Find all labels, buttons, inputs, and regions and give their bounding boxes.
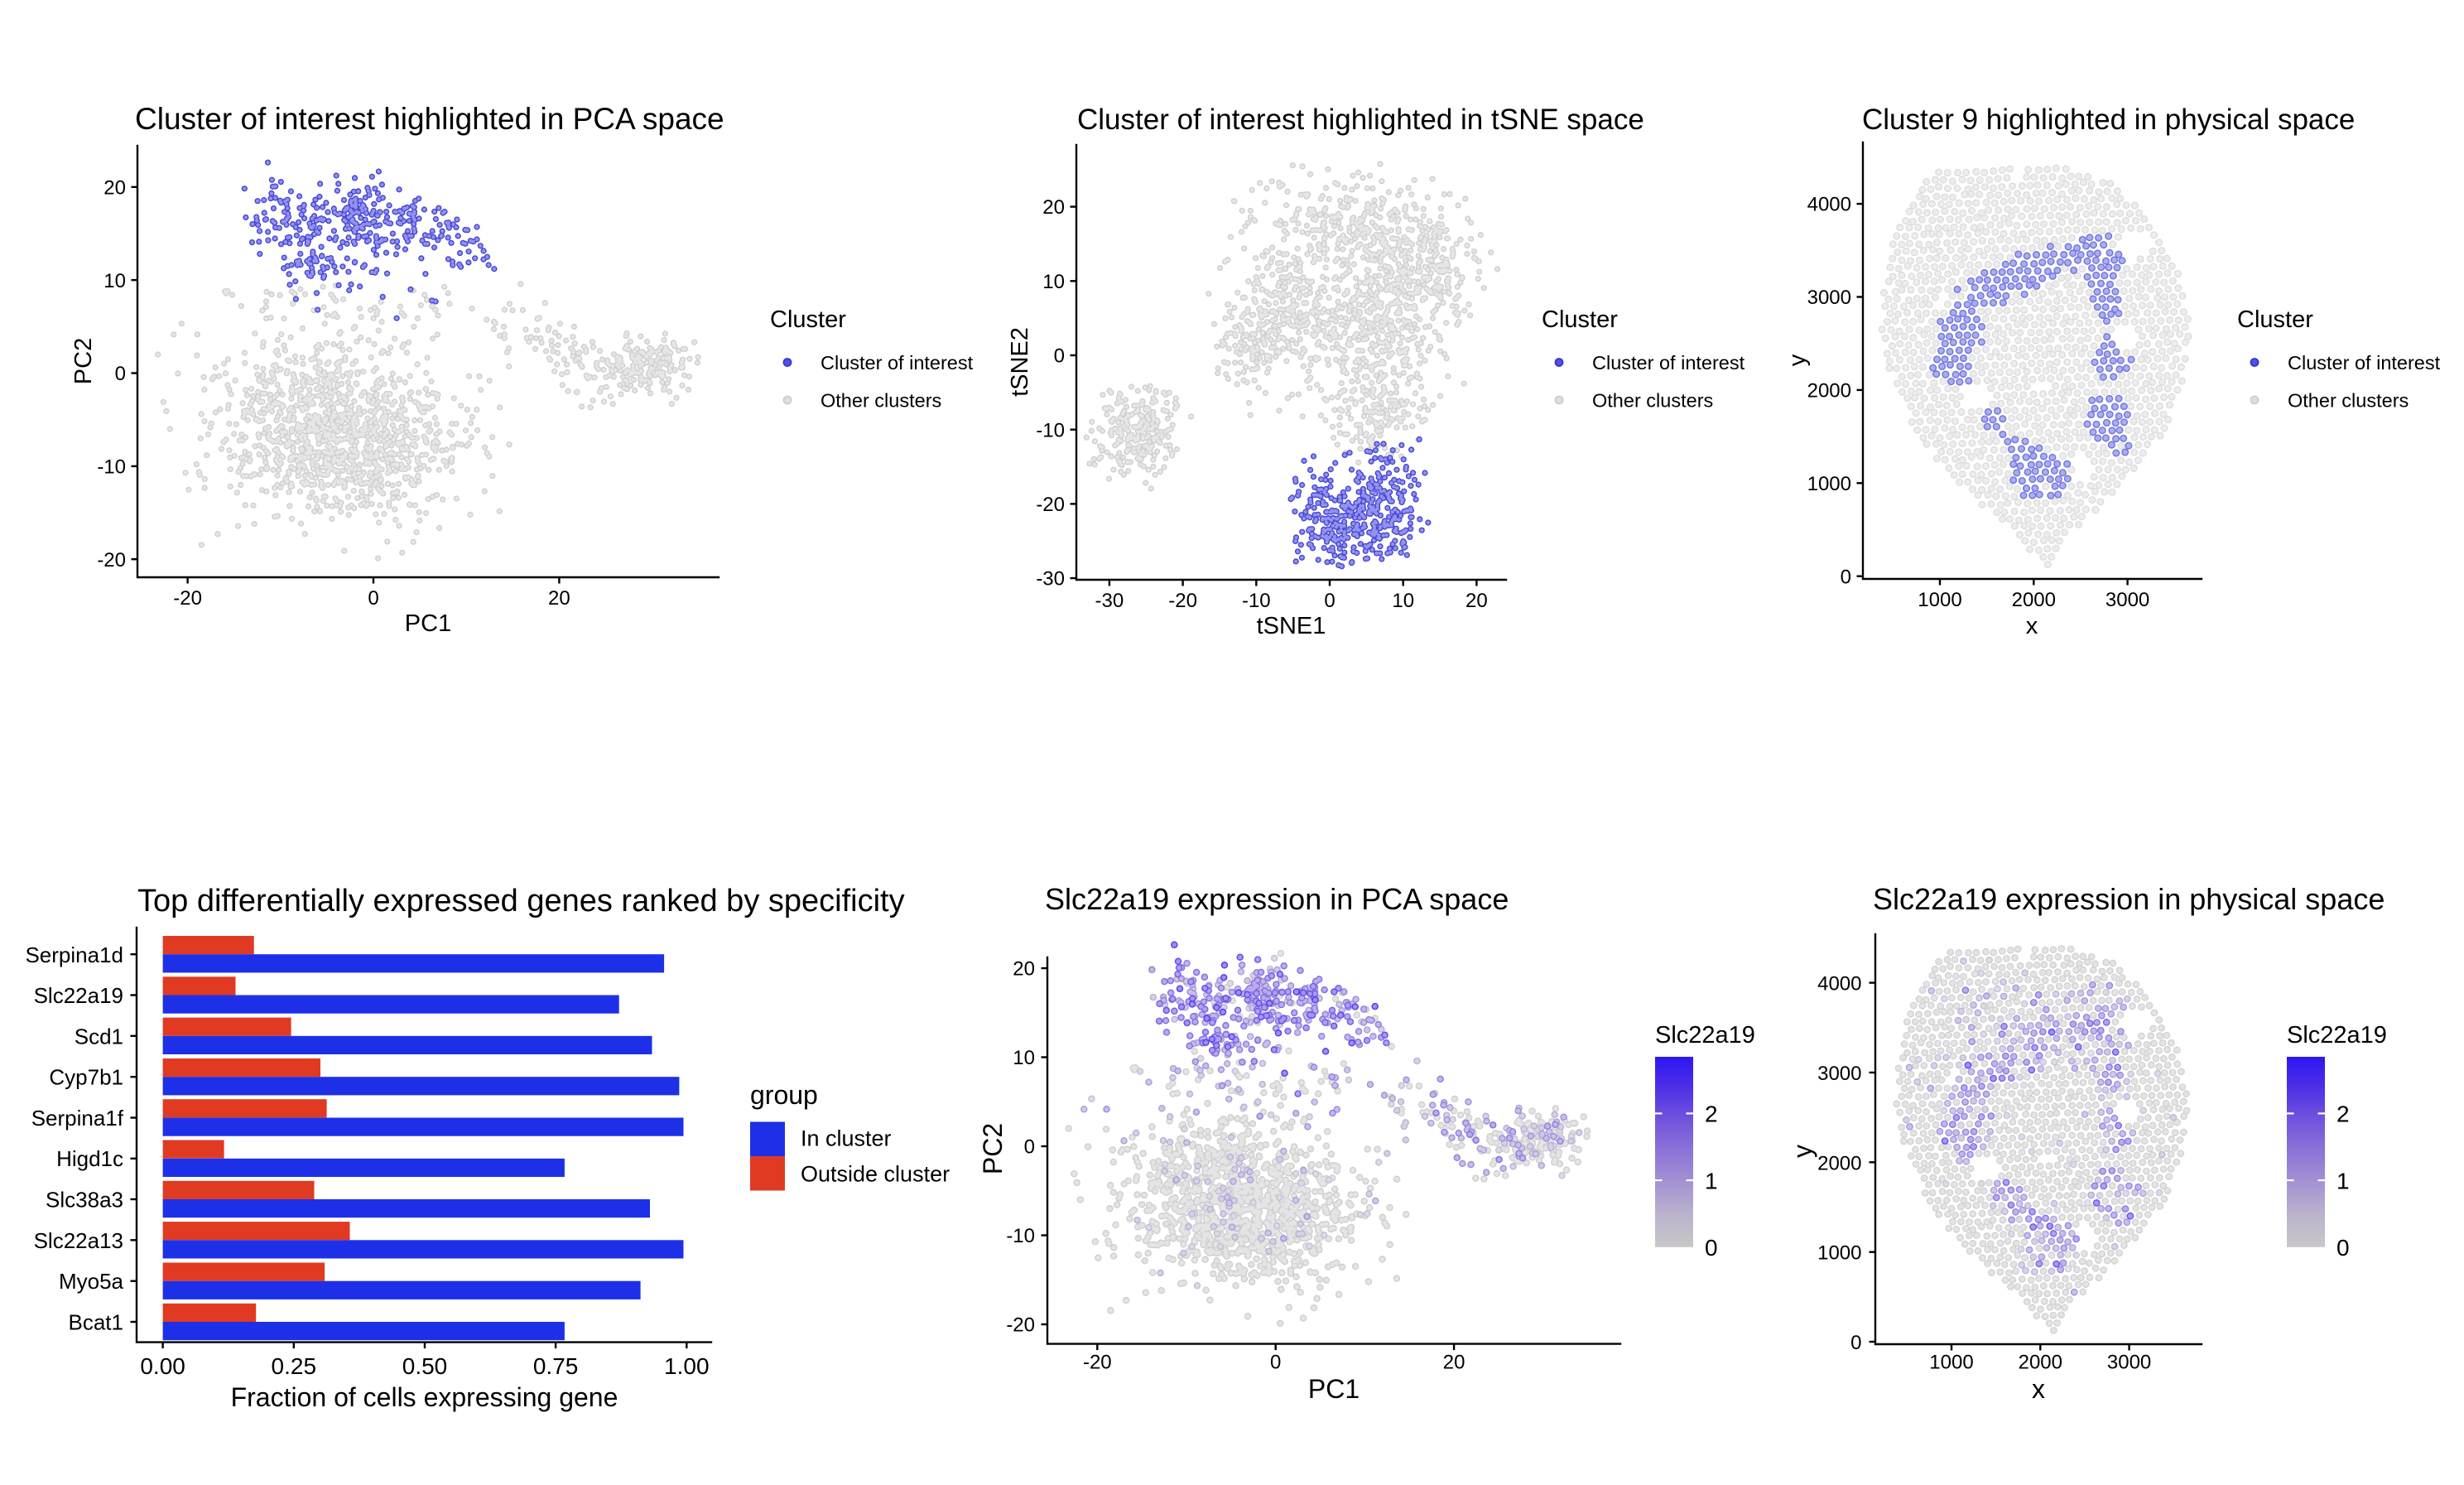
- svg-text:Myo5a: Myo5a: [59, 1269, 124, 1294]
- svg-text:3000: 3000: [1807, 287, 1851, 309]
- svg-text:tSNE1: tSNE1: [1257, 613, 1326, 639]
- svg-text:20: 20: [1013, 958, 1035, 981]
- svg-text:0: 0: [1705, 1235, 1718, 1261]
- svg-text:Top differentially expressed g: Top differentially expressed genes ranke…: [137, 884, 905, 918]
- svg-text:2000: 2000: [2019, 1351, 2062, 1373]
- svg-text:0.75: 0.75: [533, 1353, 579, 1379]
- svg-text:Cluster of interest: Cluster of interest: [821, 352, 974, 374]
- svg-text:Slc38a3: Slc38a3: [46, 1188, 123, 1213]
- svg-text:1000: 1000: [1918, 589, 1961, 611]
- svg-text:0: 0: [1841, 566, 1851, 588]
- svg-text:group: group: [750, 1080, 818, 1110]
- svg-text:-20: -20: [97, 549, 126, 571]
- svg-text:0: 0: [368, 587, 378, 610]
- svg-text:0: 0: [1850, 1332, 1861, 1354]
- svg-text:Other clusters: Other clusters: [1592, 390, 1713, 412]
- svg-text:Cluster of interest: Cluster of interest: [2288, 352, 2441, 374]
- svg-text:PC2: PC2: [978, 1123, 1008, 1174]
- svg-text:Fraction of cells expressing g: Fraction of cells expressing gene: [231, 1382, 618, 1412]
- svg-text:4000: 4000: [1817, 973, 1861, 996]
- svg-text:1: 1: [2336, 1168, 2350, 1193]
- svg-text:y: y: [1784, 354, 1811, 366]
- svg-text:1000: 1000: [1929, 1351, 1973, 1373]
- svg-text:Slc22a19: Slc22a19: [1655, 1022, 1755, 1049]
- svg-text:Scd1: Scd1: [75, 1024, 123, 1049]
- svg-text:-20: -20: [1083, 1351, 1112, 1373]
- svg-text:Outside cluster: Outside cluster: [801, 1162, 950, 1187]
- svg-text:-10: -10: [1006, 1225, 1035, 1247]
- svg-text:2: 2: [2336, 1102, 2350, 1127]
- svg-text:-20: -20: [173, 587, 202, 610]
- svg-text:Cluster of interest highlighte: Cluster of interest highlighted in tSNE …: [1077, 104, 1644, 136]
- svg-text:Bcat1: Bcat1: [69, 1310, 124, 1335]
- svg-text:20: 20: [1443, 1351, 1465, 1373]
- svg-text:20: 20: [103, 176, 126, 199]
- svg-text:Slc22a19 expression in PCA spa: Slc22a19 expression in PCA space: [1045, 882, 1509, 916]
- svg-text:0.25: 0.25: [272, 1353, 317, 1379]
- svg-text:2000: 2000: [1807, 380, 1851, 403]
- svg-text:0: 0: [1024, 1136, 1035, 1159]
- svg-text:tSNE2: tSNE2: [1007, 327, 1033, 397]
- svg-text:10: 10: [1042, 271, 1065, 293]
- svg-text:Higd1c: Higd1c: [56, 1146, 123, 1171]
- svg-text:Cluster of interest: Cluster of interest: [1592, 352, 1745, 374]
- svg-text:Other clusters: Other clusters: [2288, 390, 2409, 412]
- svg-text:Slc22a19: Slc22a19: [34, 983, 123, 1008]
- svg-text:0: 0: [1054, 345, 1065, 368]
- svg-text:4000: 4000: [1807, 194, 1851, 216]
- svg-text:0: 0: [1324, 590, 1335, 612]
- svg-text:0: 0: [115, 363, 126, 385]
- svg-text:-10: -10: [1242, 590, 1271, 612]
- svg-text:1: 1: [1705, 1168, 1718, 1193]
- svg-text:0: 0: [2336, 1235, 2350, 1261]
- svg-text:Cluster: Cluster: [2237, 306, 2313, 333]
- svg-text:Cluster: Cluster: [1542, 306, 1618, 333]
- svg-text:x: x: [2032, 1374, 2045, 1404]
- svg-text:0: 0: [1270, 1351, 1281, 1373]
- svg-text:20: 20: [1465, 590, 1488, 612]
- svg-text:Serpina1d: Serpina1d: [25, 943, 123, 967]
- svg-text:Serpina1f: Serpina1f: [31, 1106, 124, 1131]
- svg-text:2000: 2000: [2012, 589, 2056, 611]
- svg-text:3000: 3000: [2107, 1351, 2151, 1373]
- svg-text:-10: -10: [97, 456, 126, 479]
- svg-text:PC2: PC2: [70, 338, 97, 384]
- svg-text:10: 10: [1392, 590, 1414, 612]
- svg-text:1.00: 1.00: [664, 1353, 710, 1379]
- svg-text:1000: 1000: [1807, 473, 1851, 495]
- svg-text:-10: -10: [1036, 419, 1065, 441]
- svg-text:Cluster of interest highlighte: Cluster of interest highlighted in PCA s…: [135, 102, 724, 136]
- svg-text:Cyp7b1: Cyp7b1: [49, 1065, 123, 1090]
- svg-text:x: x: [2026, 613, 2038, 639]
- svg-text:-20: -20: [1006, 1314, 1035, 1337]
- svg-text:20: 20: [1042, 196, 1065, 219]
- svg-text:1000: 1000: [1817, 1242, 1861, 1265]
- svg-text:Slc22a19 expression in physica: Slc22a19 expression in physical space: [1873, 882, 2385, 916]
- svg-text:-30: -30: [1095, 590, 1124, 612]
- svg-text:Cluster: Cluster: [770, 306, 846, 333]
- svg-text:0.00: 0.00: [140, 1353, 185, 1379]
- svg-text:10: 10: [1013, 1047, 1035, 1069]
- svg-text:3000: 3000: [1817, 1063, 1861, 1085]
- svg-text:Other clusters: Other clusters: [821, 390, 941, 412]
- svg-text:-20: -20: [1168, 590, 1197, 612]
- svg-text:2: 2: [1705, 1102, 1718, 1127]
- svg-text:Cluster 9 highlighted in physi: Cluster 9 highlighted in physical space: [1862, 104, 2355, 136]
- svg-text:PC1: PC1: [1308, 1374, 1360, 1404]
- svg-text:PC1: PC1: [405, 610, 451, 637]
- svg-text:Slc22a13: Slc22a13: [34, 1228, 123, 1253]
- svg-text:10: 10: [103, 270, 126, 292]
- svg-text:In cluster: In cluster: [801, 1126, 892, 1151]
- svg-text:0.50: 0.50: [402, 1353, 448, 1379]
- svg-text:20: 20: [548, 587, 570, 610]
- svg-text:2000: 2000: [1817, 1152, 1861, 1174]
- svg-text:Slc22a19: Slc22a19: [2287, 1022, 2387, 1049]
- svg-text:-30: -30: [1036, 568, 1065, 591]
- svg-text:3000: 3000: [2105, 589, 2149, 611]
- svg-text:-20: -20: [1036, 494, 1065, 516]
- svg-text:y: y: [1788, 1145, 1817, 1158]
